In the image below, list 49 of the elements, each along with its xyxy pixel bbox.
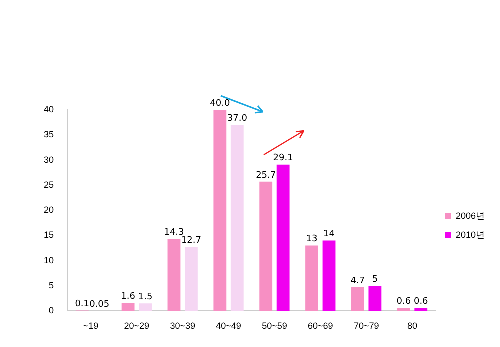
bar (352, 288, 364, 312)
bar (414, 308, 428, 312)
bar (168, 239, 181, 312)
y-tick-label: 0 (48, 306, 54, 316)
y-tick-label: 30 (44, 154, 54, 165)
bar (122, 303, 135, 312)
bar (276, 164, 290, 312)
data-label: 0.6 (396, 297, 412, 308)
y-tick-label: 10 (44, 255, 54, 266)
x-tick-label: 70~79 (354, 321, 380, 332)
x-tick-label: ~19 (83, 321, 99, 332)
legend-label: 2010년 (456, 230, 486, 240)
data-label: 0.6 (414, 297, 429, 308)
bar (306, 246, 318, 312)
x-tick-label: 50~59 (262, 321, 288, 332)
data-label: 5 (372, 274, 378, 285)
x-tick-label: 40~49 (216, 321, 242, 332)
bar (322, 240, 336, 312)
y-tick-label: 5 (48, 280, 54, 291)
data-label: 25.7 (256, 170, 276, 181)
x-tick-label: 60~69 (308, 321, 334, 332)
y-tick-label: 40 (44, 104, 54, 114)
data-label: 0.1 (75, 300, 90, 310)
bar (214, 110, 227, 312)
data-label: 29.1 (273, 154, 294, 164)
x-tick-label: 80 (408, 321, 418, 332)
y-tick-label: 20 (44, 205, 54, 216)
data-label: 1.5 (138, 292, 153, 302)
x-tick-label: 20~29 (124, 321, 150, 332)
data-label: 1.6 (121, 292, 136, 302)
legend-label: 2006년 (456, 210, 486, 221)
y-tick-label: 25 (44, 180, 54, 190)
bar (185, 247, 198, 312)
bar (260, 182, 273, 312)
bar (139, 304, 152, 312)
x-tick-label: 30~39 (170, 321, 196, 332)
data-label: 13 (306, 234, 318, 245)
bar (397, 308, 410, 312)
data-label: 0.05 (90, 300, 110, 310)
y-tick-label: 15 (44, 230, 54, 240)
data-label: 40.0 (210, 98, 230, 109)
y-tick-label: 35 (44, 130, 54, 140)
bar (368, 286, 382, 312)
data-label: 14 (324, 230, 336, 240)
data-label: 14.3 (164, 228, 184, 238)
data-label: 12.7 (181, 236, 202, 246)
data-label: 4.7 (350, 276, 366, 286)
data-label: 37.0 (227, 114, 248, 124)
bar (230, 125, 244, 312)
